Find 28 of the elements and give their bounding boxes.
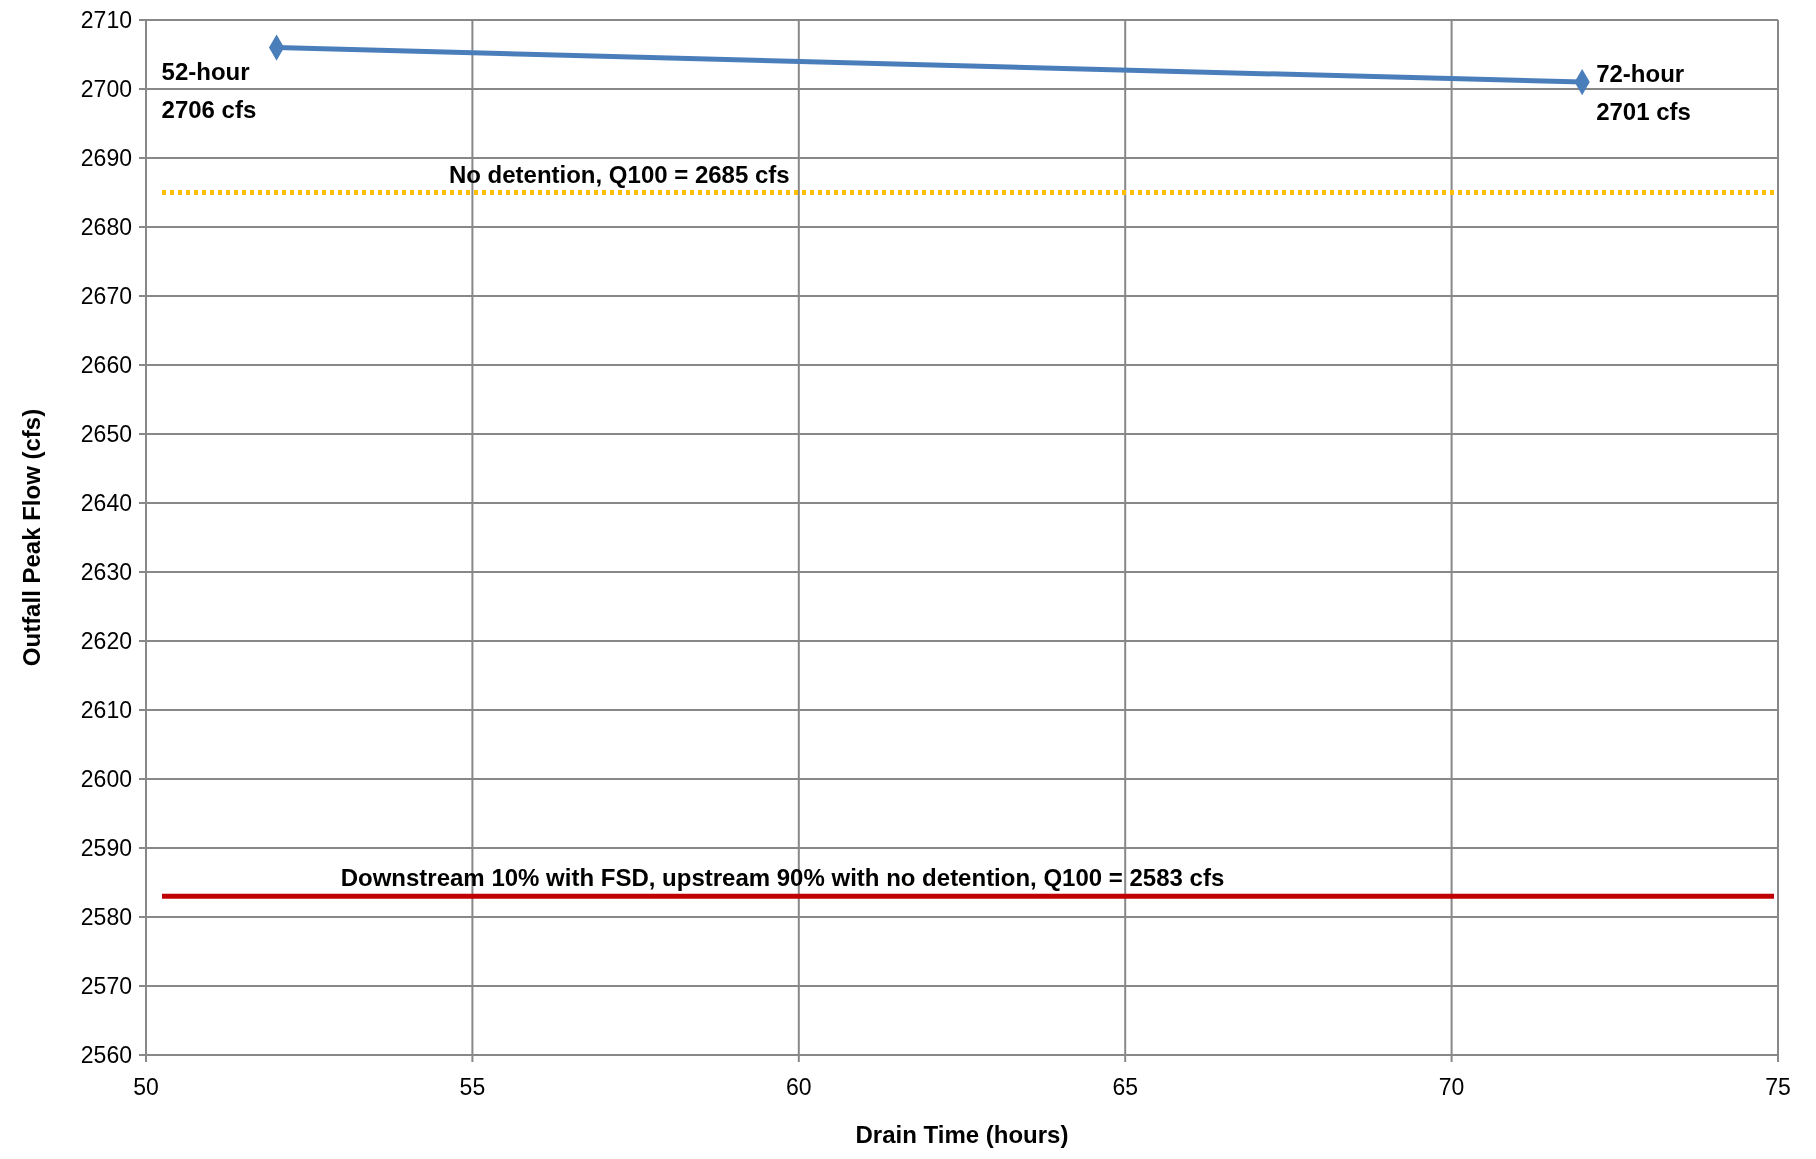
x-tick-label: 50 xyxy=(133,1074,159,1100)
y-tick-label: 2610 xyxy=(80,697,132,724)
x-tick-label: 70 xyxy=(1438,1074,1465,1100)
x-tick-label: 60 xyxy=(786,1074,812,1100)
x-tick-label: 65 xyxy=(1112,1074,1138,1100)
y-tick-label: 2570 xyxy=(80,973,132,1000)
y-tick-label: 2660 xyxy=(80,352,132,379)
y-axis-title: Outfall Peak Flow (cfs) xyxy=(18,408,45,667)
ref-line-label: Downstream 10% with FSD, upstream 90% with no detention, Q100 = 2583 cfs xyxy=(340,864,1225,892)
x-axis-title: Drain Time (hours) xyxy=(855,1121,1069,1148)
y-tick-label: 2690 xyxy=(80,145,132,172)
x-tick-label: 75 xyxy=(1765,1074,1791,1100)
y-tick-label: 2590 xyxy=(80,835,132,862)
ref-line-label: No detention, Q100 = 2685 cfs xyxy=(448,160,790,188)
y-tick-label: 2620 xyxy=(80,628,132,655)
annotation: 72-hour 2701 cfs xyxy=(1596,60,1691,126)
y-tick-label: 2700 xyxy=(80,76,132,103)
y-tick-label: 2650 xyxy=(80,421,132,448)
y-tick-label: 2640 xyxy=(80,490,132,517)
y-tick-label: 2670 xyxy=(80,283,132,310)
y-tick-label: 2600 xyxy=(80,766,132,793)
y-tick-label: 2710 xyxy=(80,7,132,34)
y-tick-label: 2580 xyxy=(80,904,132,931)
x-tick-label: 55 xyxy=(459,1074,486,1100)
y-tick-label: 2680 xyxy=(80,214,132,241)
annotation: 52-hour 2706 cfs xyxy=(161,57,257,123)
y-tick-label: 2630 xyxy=(80,559,132,586)
y-tick-label: 2560 xyxy=(80,1042,132,1069)
